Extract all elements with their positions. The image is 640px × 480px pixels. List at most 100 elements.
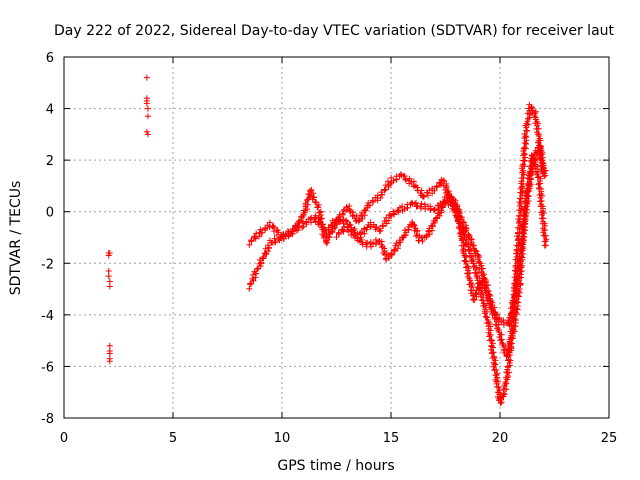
data-point (259, 229, 266, 236)
data-point (418, 205, 425, 212)
data-point (300, 207, 307, 214)
data-point (270, 223, 277, 230)
data-point (480, 297, 487, 304)
data-point (516, 270, 523, 277)
data-point (350, 229, 357, 236)
data-point (520, 157, 527, 164)
data-point (336, 219, 343, 226)
data-point (507, 357, 514, 364)
data-point (403, 229, 410, 236)
data-point (385, 217, 392, 224)
data-point (473, 273, 480, 280)
data-point (522, 199, 529, 206)
data-point (525, 115, 532, 122)
data-point (523, 120, 530, 127)
data-point (304, 206, 311, 213)
data-point (518, 184, 525, 191)
data-point (275, 229, 282, 236)
data-point (541, 170, 548, 177)
data-point (254, 265, 261, 272)
data-point (425, 192, 432, 199)
data-point (339, 210, 346, 217)
data-point (529, 104, 536, 111)
data-point (298, 214, 305, 221)
data-point (542, 167, 549, 174)
data-point (328, 229, 335, 236)
data-point (490, 353, 497, 360)
data-point (483, 308, 490, 315)
data-point (520, 241, 527, 248)
data-point (247, 281, 254, 288)
data-point (402, 176, 409, 183)
data-point (528, 176, 535, 183)
data-point (335, 214, 342, 221)
data-point (518, 246, 525, 253)
data-point (413, 199, 420, 206)
data-point (513, 242, 520, 249)
x-tick-label: 15 (383, 431, 400, 446)
data-point (469, 281, 476, 288)
data-point (534, 171, 541, 178)
x-tick-label: 5 (169, 431, 177, 446)
data-point (488, 343, 495, 350)
data-point (529, 168, 536, 175)
data-point (300, 223, 307, 230)
data-point (535, 125, 542, 132)
data-point (262, 227, 269, 234)
data-point (531, 155, 538, 162)
data-point (358, 236, 365, 243)
data-point (391, 247, 398, 254)
data-point (461, 242, 468, 249)
data-point (438, 207, 445, 214)
data-point (495, 314, 502, 321)
data-point (249, 276, 256, 283)
data-point (520, 229, 527, 236)
data-point (354, 235, 361, 242)
data-point (522, 224, 529, 231)
data-point (494, 374, 501, 381)
data-point (508, 335, 515, 342)
data-point (377, 195, 384, 202)
data-point (539, 192, 546, 199)
data-point (259, 255, 266, 262)
data-point (258, 259, 265, 266)
data-point (318, 223, 325, 230)
data-point (516, 195, 523, 202)
data-points (105, 74, 550, 407)
data-point (252, 234, 258, 241)
data-point (143, 74, 150, 81)
data-point (526, 185, 533, 192)
data-point (536, 192, 543, 199)
data-point (106, 249, 113, 256)
data-point (532, 116, 539, 123)
data-point (357, 234, 364, 241)
data-point (491, 366, 498, 373)
data-point (509, 297, 516, 304)
data-point (426, 187, 433, 194)
data-point (537, 147, 544, 154)
data-point (378, 191, 385, 198)
y-tick-label: 6 (46, 51, 54, 66)
data-point (271, 228, 278, 235)
data-point (367, 223, 374, 230)
data-point (383, 220, 390, 227)
data-point (463, 253, 470, 260)
data-point (314, 204, 321, 211)
data-point (376, 228, 383, 235)
data-point (489, 344, 496, 351)
data-point (312, 218, 319, 225)
data-point (457, 233, 464, 240)
plot-frame (63, 56, 610, 419)
data-point (105, 252, 112, 259)
axis-ticks: 0 5 10 15 20 25 -8 -6 -4 -2 0 2 4 6 (41, 51, 617, 446)
data-point (473, 248, 480, 255)
data-point (503, 386, 510, 393)
data-point (479, 265, 486, 272)
data-point (444, 189, 451, 196)
data-point (491, 361, 498, 368)
data-point (516, 250, 523, 257)
data-point (323, 240, 330, 247)
data-point (420, 193, 427, 200)
data-point (401, 173, 408, 180)
data-point (456, 219, 463, 226)
